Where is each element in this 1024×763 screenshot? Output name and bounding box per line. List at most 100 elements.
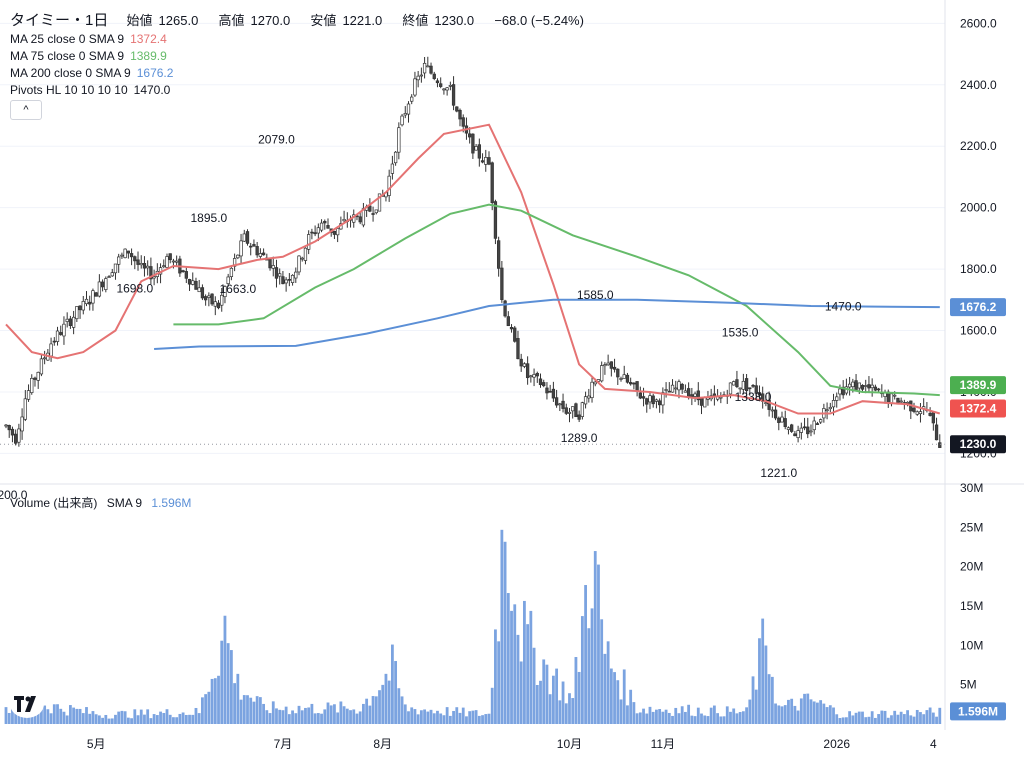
volume-bar (155, 715, 159, 724)
volume-legend[interactable]: Volume (出来高) SMA 9 1.596M (10, 494, 197, 511)
volume-bar (854, 712, 858, 724)
volume-bar (352, 709, 356, 724)
price-badge-label: 1676.2 (960, 300, 997, 314)
candle-body (876, 388, 881, 391)
indicator-ma25[interactable]: MA 25 close 0 SMA 9 1372.4 (10, 32, 173, 46)
candle-body (236, 254, 240, 259)
candle-body (397, 127, 401, 153)
volume-bar (558, 700, 562, 724)
volume-bar (407, 711, 410, 724)
candle-body (645, 398, 649, 405)
candle-body (123, 248, 127, 259)
volume-bar (297, 705, 301, 724)
candle-body (271, 265, 275, 269)
volume-bar (835, 714, 839, 724)
volume-bar (503, 541, 507, 724)
candle-body (297, 255, 301, 273)
volume-bar (271, 701, 275, 724)
volume-bar (761, 618, 765, 724)
candle-body (165, 256, 169, 268)
candle-body (654, 399, 659, 402)
volume-bar (622, 669, 626, 724)
volume-bar (500, 529, 504, 724)
volume-bar (371, 696, 375, 724)
price-tick-label: 2400.0 (960, 78, 997, 92)
volume-bar (432, 713, 436, 724)
candle-body (10, 428, 15, 436)
candle-body (735, 379, 739, 388)
candle-body (571, 406, 575, 412)
candle-body (374, 209, 378, 214)
volume-bar (423, 709, 426, 724)
candle-body (313, 232, 317, 235)
candle-body (683, 390, 688, 393)
candle-body (693, 393, 697, 397)
volume-bar (126, 717, 130, 724)
volume-bar (716, 713, 720, 724)
candle-body (667, 390, 671, 393)
volume-bar (258, 697, 262, 724)
volume-bar (845, 717, 848, 724)
candle-body (129, 253, 134, 258)
volume-bar (107, 718, 111, 724)
volume-sma-label: SMA 9 (106, 496, 143, 510)
candle-body (97, 281, 102, 297)
volume-bar (146, 709, 150, 724)
volume-bar (767, 674, 771, 724)
volume-bar (931, 712, 935, 724)
ma75-line (173, 203, 940, 397)
indicator-ma200[interactable]: MA 200 close 0 SMA 9 1676.2 (10, 66, 179, 80)
volume-bar (117, 711, 121, 724)
candle-body (744, 378, 749, 392)
volume-bar (97, 715, 101, 724)
candle-body (319, 222, 324, 231)
volume-bar (207, 691, 211, 724)
volume-bar (307, 707, 311, 724)
volume-bar (72, 707, 76, 724)
candle-body (303, 247, 308, 261)
volume-bar (484, 714, 488, 724)
volume-bar (345, 708, 349, 724)
candle-body (300, 257, 304, 260)
candle-body (294, 271, 298, 279)
candle-body (641, 396, 646, 399)
indicator-ma75[interactable]: MA 75 close 0 SMA 9 1389.9 (10, 49, 173, 63)
volume-bar (587, 628, 591, 724)
candle-body (509, 327, 514, 330)
tradingview-logo-icon[interactable] (10, 690, 44, 718)
pivot-label: 200.0 (0, 488, 28, 502)
candle-body (661, 392, 665, 406)
candle-body (387, 175, 391, 196)
candle-body (14, 433, 18, 444)
volume-bar (568, 693, 571, 724)
candle-body (249, 245, 253, 248)
volume-bar (75, 708, 79, 724)
candle-body (323, 221, 327, 224)
volume-bar (693, 716, 697, 724)
close-value: 1230.0 (434, 13, 475, 28)
candle-body (23, 398, 27, 420)
collapse-legend-button[interactable]: ^ (10, 100, 42, 120)
candle-body (773, 409, 778, 419)
candle-body (757, 392, 762, 396)
price-badge (950, 435, 1006, 454)
symbol-title[interactable]: タイミー・1日 (10, 12, 109, 29)
volume-bar (677, 713, 681, 724)
pivot-label: 1698.0 (116, 281, 153, 295)
candle-body (525, 363, 530, 379)
open-field: 始値 1265.0 (127, 13, 205, 28)
candle-body (728, 382, 733, 395)
volume-bar (268, 713, 272, 724)
volume-bar (638, 712, 642, 724)
volume-bar (85, 707, 88, 724)
candle-body (91, 290, 95, 304)
candle-body (390, 163, 395, 174)
volume-bar (339, 701, 343, 724)
volume-bar (65, 715, 69, 724)
candle-body (500, 267, 504, 300)
volume-bar (52, 704, 56, 724)
candle-body (403, 113, 407, 116)
volume-bar (664, 709, 668, 724)
indicator-pivots[interactable]: Pivots HL 10 10 10 10 1470.0 (10, 83, 176, 97)
